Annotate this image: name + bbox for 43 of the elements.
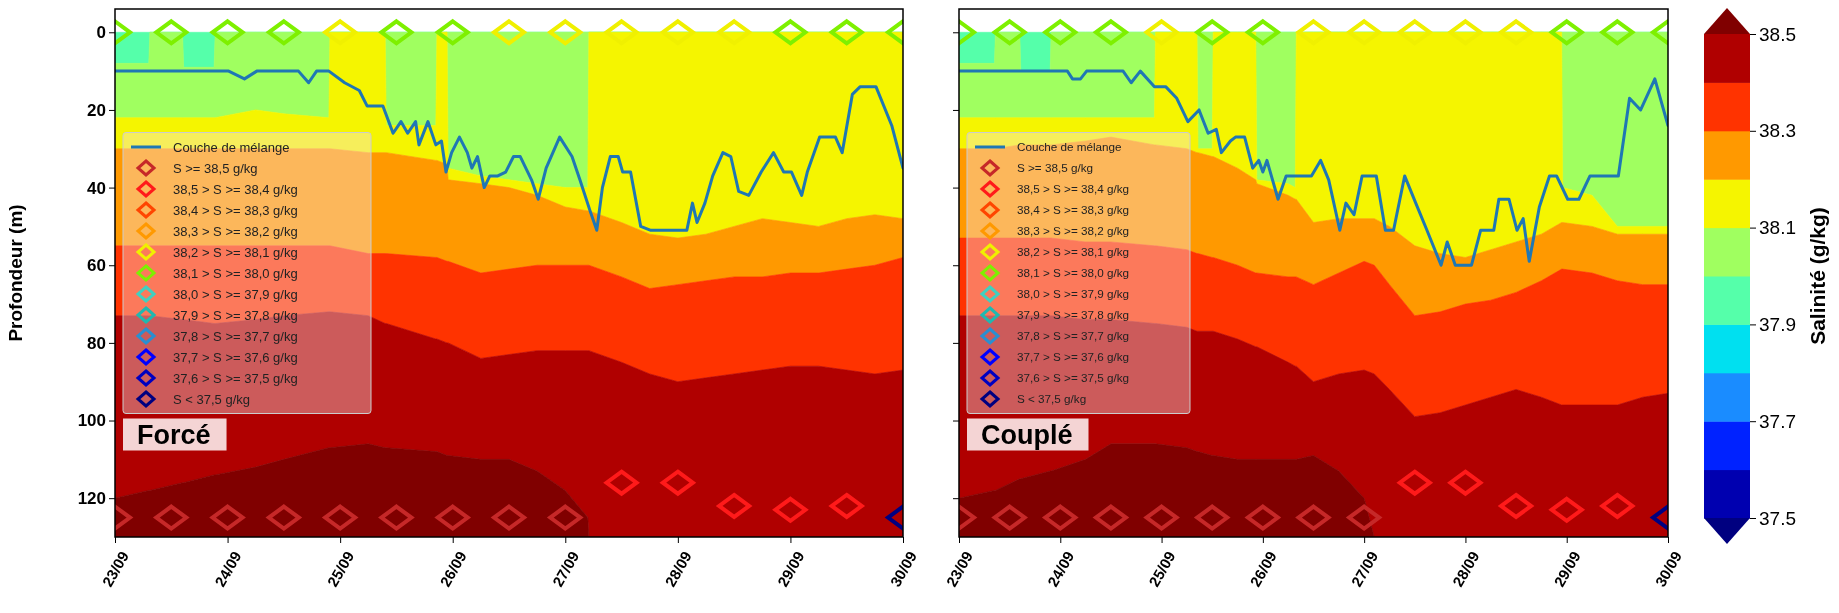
y-tick-label: 0 (96, 23, 106, 43)
legend-label: 38,1 > S >= 38,0 g/kg (1017, 266, 1130, 280)
legend-label: S < 37,5 g/kg (173, 391, 250, 407)
color-bar-label: 38.1 (1759, 217, 1796, 239)
legend-label: 37,8 > S >= 37,7 g/kg (1017, 329, 1130, 343)
y-tick-label: 80 (87, 333, 106, 353)
legend-label: Couche de mélange (173, 139, 290, 155)
legend-label: 38,5 > S >= 38,4 g/kg (1017, 182, 1130, 196)
legend-label: 38,3 > S >= 38,2 g/kg (1017, 224, 1130, 238)
legend-label: 38,4 > S >= 38,3 g/kg (1017, 203, 1130, 217)
legend-label: 38,2 > S >= 38,1 g/kg (1017, 245, 1130, 259)
legend-label: 37,6 > S >= 37,5 g/kg (173, 370, 298, 386)
legend-label: 37,9 > S >= 37,8 g/kg (1017, 308, 1130, 322)
legend-label: 38,4 > S >= 38,3 g/kg (173, 202, 298, 218)
color-bar-title: Salinité (g/kg) (1806, 207, 1829, 345)
y-tick-label: 120 (77, 489, 106, 509)
color-bar-label: 37.7 (1759, 410, 1796, 432)
y-tick-label: 20 (87, 100, 106, 120)
color-bar-label: 37.5 (1759, 507, 1796, 529)
legend-label: Couche de mélange (1017, 140, 1122, 154)
legend-label: 38,3 > S >= 38,2 g/kg (173, 223, 298, 239)
legend-label: S >= 38,5 g/kg (1017, 161, 1094, 175)
legend-label: 37,9 > S >= 37,8 g/kg (173, 307, 298, 323)
legend-label: 38,1 > S >= 38,0 g/kg (173, 265, 298, 281)
legend-label: S < 37,5 g/kg (1017, 392, 1087, 406)
color-bar-label: 37.9 (1759, 313, 1796, 335)
legend-label: 37,7 > S >= 37,6 g/kg (1017, 350, 1130, 364)
legend-label: 37,7 > S >= 37,6 g/kg (173, 349, 298, 365)
annotation: Forcé (137, 419, 211, 450)
legend-label: 38,5 > S >= 38,4 g/kg (173, 181, 298, 197)
legend-label: 38,0 > S >= 37,9 g/kg (1017, 287, 1130, 301)
color-bar-label: 38.3 (1759, 120, 1796, 142)
legend-label: S >= 38,5 g/kg (173, 160, 258, 176)
y-axis-title: Profondeur (m) (5, 204, 26, 342)
legend-label: 37,6 > S >= 37,5 g/kg (1017, 371, 1130, 385)
legend-label: 38,2 > S >= 38,1 g/kg (173, 244, 298, 260)
y-tick-label: 100 (77, 411, 106, 431)
legend-label: 37,8 > S >= 37,7 g/kg (173, 328, 298, 344)
legend-label: 38,0 > S >= 37,9 g/kg (173, 286, 298, 302)
color-bar-label: 38.5 (1759, 23, 1796, 45)
annotation: Couplé (981, 419, 1073, 450)
y-tick-label: 60 (87, 256, 106, 276)
y-tick-label: 40 (87, 178, 106, 198)
